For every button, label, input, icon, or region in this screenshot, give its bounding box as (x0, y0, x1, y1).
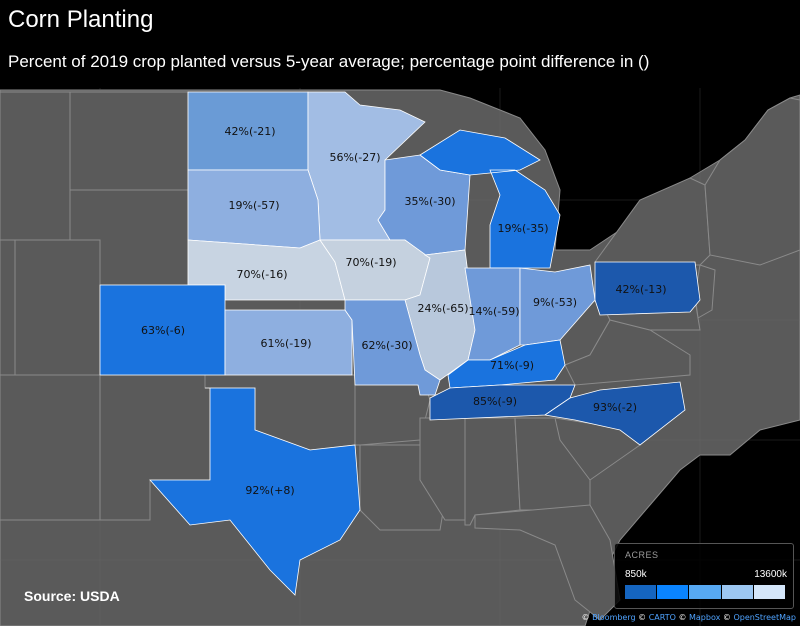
state-pennsylvania[interactable] (594, 261, 701, 316)
state-idaho (0, 91, 71, 241)
other-states (0, 91, 800, 621)
highlighted-states (99, 91, 701, 596)
label-iowa: 70%(-19) (346, 256, 397, 269)
state-ohio[interactable] (519, 264, 596, 346)
state-new-england (704, 97, 800, 266)
label-indiana: 14%(-59) (469, 305, 520, 318)
label-wisconsin: 35%(-30) (405, 195, 456, 208)
state-texas[interactable] (149, 387, 361, 596)
us-map: 42%(-21) 56%(-27) 19%(-57) 35%(-30) 19%(… (0, 88, 800, 626)
label-kentucky: 71%(-9) (490, 359, 534, 372)
attribution-link-bloomberg[interactable]: Bloomberg (592, 613, 636, 622)
label-kansas: 61%(-19) (261, 337, 312, 350)
state-virginia (564, 319, 691, 386)
state-labels: 42%(-21) 56%(-27) 19%(-57) 35%(-30) 19%(… (141, 125, 667, 497)
state-michigan[interactable] (419, 129, 561, 269)
label-pennsylvania: 42%(-13) (616, 283, 667, 296)
label-north-carolina: 93%(-2) (593, 401, 637, 414)
map-title: Corn Planting (8, 6, 154, 33)
label-missouri: 62%(-30) (362, 339, 413, 352)
label-north-dakota: 42%(-21) (225, 125, 276, 138)
legend-color-scale (625, 585, 786, 599)
state-kansas[interactable] (224, 309, 353, 376)
label-south-dakota: 19%(-57) (229, 199, 280, 212)
label-texas: 92%(+8) (245, 484, 294, 497)
legend-swatch (753, 585, 786, 599)
state-montana (69, 91, 189, 191)
attribution-link-openstreetmap[interactable]: OpenStreetMap (733, 613, 796, 622)
attribution-link-mapbox[interactable]: Mapbox (689, 613, 721, 622)
attribution-link-carto[interactable]: CARTO (648, 613, 676, 622)
state-missouri[interactable] (344, 299, 441, 396)
state-tennessee[interactable] (429, 384, 576, 421)
legend-swatch (657, 585, 690, 599)
state-arkansas (354, 384, 431, 446)
label-tennessee: 85%(-9) (473, 395, 517, 408)
map-subtitle: Percent of 2019 crop planted versus 5-ye… (8, 52, 650, 71)
legend-swatch (625, 585, 658, 599)
label-ohio: 9%(-53) (533, 296, 577, 309)
legend-max-value: 13600k (754, 569, 787, 580)
label-minnesota: 56%(-27) (330, 151, 381, 164)
state-nevada (0, 239, 16, 376)
label-nebraska: 70%(-16) (237, 268, 288, 281)
label-colorado: 63%(-6) (141, 324, 185, 337)
state-arizona (0, 374, 101, 521)
state-north-carolina[interactable] (543, 381, 686, 446)
acres-legend: ACRES 850k 13600k (614, 543, 794, 609)
legend-swatch (689, 585, 722, 599)
map-attribution: © Bloomberg © CARTO © Mapbox © OpenStree… (581, 613, 796, 622)
attribution-prefix: © (581, 613, 593, 622)
label-illinois: 24%(-65) (418, 302, 469, 315)
legend-title: ACRES (625, 550, 659, 560)
legend-swatch (721, 585, 754, 599)
label-michigan: 19%(-35) (498, 222, 549, 235)
legend-min-value: 850k (625, 569, 647, 580)
state-alabama (464, 417, 521, 526)
state-florida (474, 504, 621, 621)
source-credit: Source: USDA (24, 588, 120, 604)
